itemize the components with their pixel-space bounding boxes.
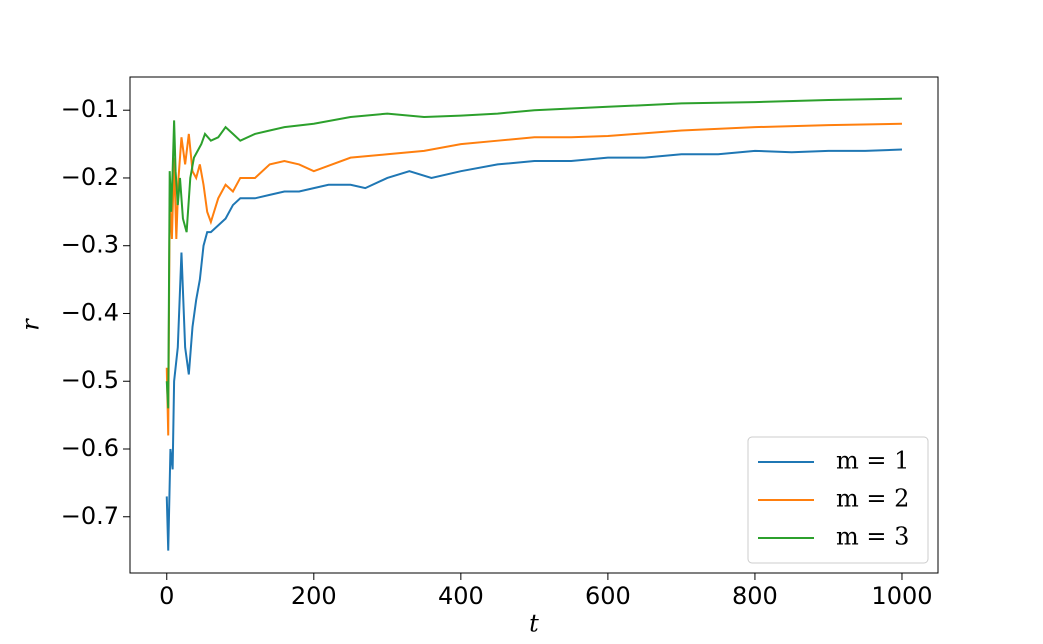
legend-label: m = 2 (836, 485, 909, 513)
data-line (165, 122, 902, 436)
legend-label: m = 3 (836, 523, 909, 551)
x-tick-label: 800 (732, 582, 778, 610)
legend-label: m = 1 (836, 447, 909, 475)
data-line (165, 97, 902, 409)
y-tick-label: −0.4 (61, 298, 119, 326)
legend-box (747, 436, 929, 564)
y-tick-label: −0.6 (61, 434, 119, 462)
plot-frame (129, 76, 939, 574)
y-axis-label: r (17, 318, 45, 331)
y-tick-label: −0.5 (61, 366, 119, 394)
x-axis-label: t (529, 610, 539, 638)
x-tick-label: 400 (438, 582, 484, 610)
y-tick-label: −0.7 (61, 502, 119, 530)
x-tick-label: 200 (291, 582, 337, 610)
x-tick-label: 0 (159, 582, 174, 610)
x-tick-label: 600 (585, 582, 631, 610)
x-tick-label: 1000 (871, 582, 932, 610)
y-tick-label: −0.1 (61, 95, 119, 123)
data-line (165, 148, 903, 551)
y-tick-label: −0.3 (61, 231, 119, 259)
y-tick-label: −0.2 (61, 163, 119, 191)
